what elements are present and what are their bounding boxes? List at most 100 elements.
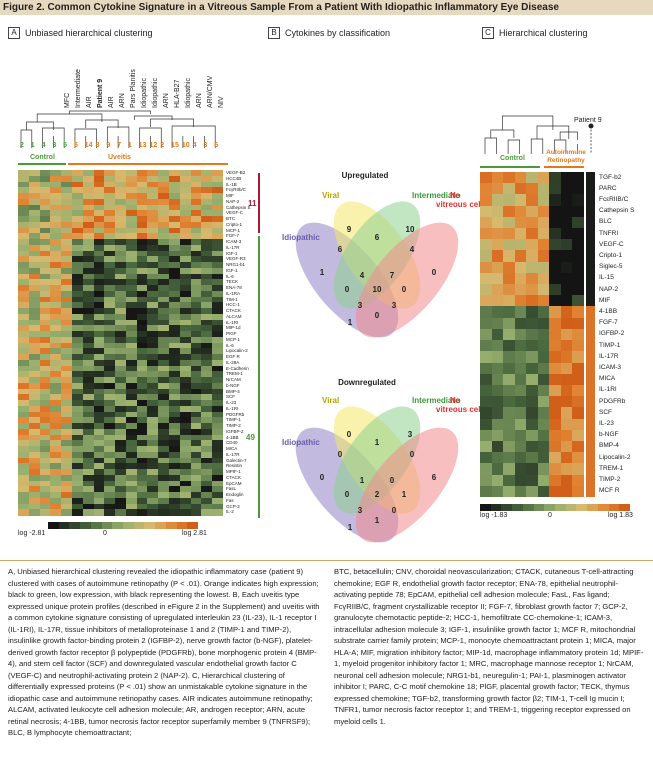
heatmap-cell <box>61 480 73 487</box>
heatmap-cell <box>125 434 138 441</box>
heatmap-cell <box>61 451 73 458</box>
heatmap-cell <box>480 216 493 229</box>
heatmap-cell <box>39 405 51 412</box>
heatmap-cell <box>93 331 105 338</box>
heatmap-cell <box>104 509 116 516</box>
heatmap-cell <box>537 474 550 487</box>
heatmap-cell <box>28 170 41 177</box>
heatmap-cell <box>125 336 138 343</box>
panel-b-header: B Cytokines by classification <box>268 27 390 39</box>
heatmap-cell <box>115 411 127 418</box>
heatmap-cell <box>93 233 105 240</box>
heatmap-cell <box>560 284 573 296</box>
heatmap-cell <box>549 340 562 352</box>
heatmap-cell <box>125 382 138 389</box>
heatmap-cell <box>50 331 62 338</box>
heatmap-cell <box>50 405 62 412</box>
heatmap-cell <box>50 325 62 332</box>
heatmap-cell <box>125 273 138 280</box>
heatmap-cell <box>147 250 159 257</box>
heatmap-cell <box>212 354 224 361</box>
heatmap-cell <box>179 348 192 355</box>
heatmap-cell <box>50 371 62 378</box>
heatmap-cell <box>61 463 73 470</box>
heatmap-cell <box>61 216 73 223</box>
heatmap-cell <box>93 290 105 297</box>
panel-c-gene-label: TREM-1 <box>599 464 624 472</box>
heatmap-cell <box>104 348 116 355</box>
heatmap-cell <box>212 250 224 257</box>
heatmap-cell <box>147 428 159 435</box>
heatmap-cell <box>28 486 41 493</box>
heatmap-cell <box>147 256 159 263</box>
heatmap-cell <box>212 457 224 464</box>
panel-a-gene-label: MICA <box>226 446 238 451</box>
heatmap-cell <box>28 348 41 355</box>
heatmap-cell <box>212 463 224 470</box>
legend-swatch <box>187 522 199 529</box>
heatmap-cell <box>201 193 213 200</box>
heatmap-cell <box>115 446 127 453</box>
heatmap-cell <box>586 384 595 397</box>
panel-a-gene-label: NAP-2 <box>226 198 240 204</box>
heatmap-cell <box>147 187 159 194</box>
heatmap-cell <box>158 244 170 251</box>
heatmap-cell <box>503 474 516 487</box>
heatmap-cell <box>503 250 516 263</box>
heatmap-cell <box>147 400 159 407</box>
heatmap-cell <box>179 377 192 384</box>
heatmap-cell <box>491 351 504 363</box>
heatmap-cell <box>586 228 595 240</box>
heatmap-cell <box>503 407 516 420</box>
heatmap-cell <box>115 474 127 481</box>
heatmap-cell <box>136 279 148 286</box>
heatmap-cell <box>82 250 95 257</box>
heatmap-cell <box>212 405 224 412</box>
heatmap-cell <box>572 474 585 487</box>
heatmap-cell <box>514 440 527 453</box>
heatmap-cell <box>93 313 105 320</box>
heatmap-cell <box>104 313 116 320</box>
venn-count: 6 <box>432 473 437 482</box>
heatmap-cell <box>18 262 30 269</box>
heatmap-cell <box>480 228 493 240</box>
heatmap-cell <box>201 227 213 234</box>
heatmap-cell <box>169 267 181 274</box>
heatmap-cell <box>125 233 138 240</box>
heatmap-cell <box>71 469 84 476</box>
heatmap-cell <box>147 210 159 217</box>
heatmap-cell <box>104 233 116 240</box>
legend-swatch <box>69 522 81 529</box>
heatmap-cell <box>503 452 516 464</box>
heatmap-cell <box>201 342 213 349</box>
heatmap-cell <box>125 509 138 516</box>
panel-c-patient9-column <box>586 172 595 498</box>
heatmap-cell <box>147 204 159 211</box>
heatmap-cell <box>50 354 62 361</box>
heatmap-cell <box>158 181 170 188</box>
venn-count: 1 <box>348 523 353 532</box>
heatmap-cell <box>190 319 202 326</box>
heatmap-cell <box>71 411 84 418</box>
heatmap-cell <box>28 325 41 332</box>
heatmap-cell <box>39 474 51 481</box>
heatmap-cell <box>526 362 539 375</box>
heatmap-cell <box>560 317 573 330</box>
panel-a-gene-label: ALCAM <box>226 313 242 319</box>
heatmap-cell <box>50 244 62 251</box>
heatmap-cell <box>115 417 127 424</box>
heatmap-cell <box>572 250 585 263</box>
heatmap-cell <box>537 261 550 274</box>
heatmap-cell <box>514 295 527 307</box>
heatmap-cell <box>50 187 62 194</box>
heatmap-cell <box>115 469 127 476</box>
panel-a-count: 2 <box>160 142 165 149</box>
legend-swatch <box>101 522 113 529</box>
heatmap-cell <box>71 187 84 194</box>
heatmap-cell <box>158 503 170 510</box>
heatmap-cell <box>537 317 550 330</box>
heatmap-cell <box>560 474 573 487</box>
heatmap-cell <box>104 417 116 424</box>
heatmap-cell <box>93 371 105 378</box>
heatmap-cell <box>491 295 504 307</box>
